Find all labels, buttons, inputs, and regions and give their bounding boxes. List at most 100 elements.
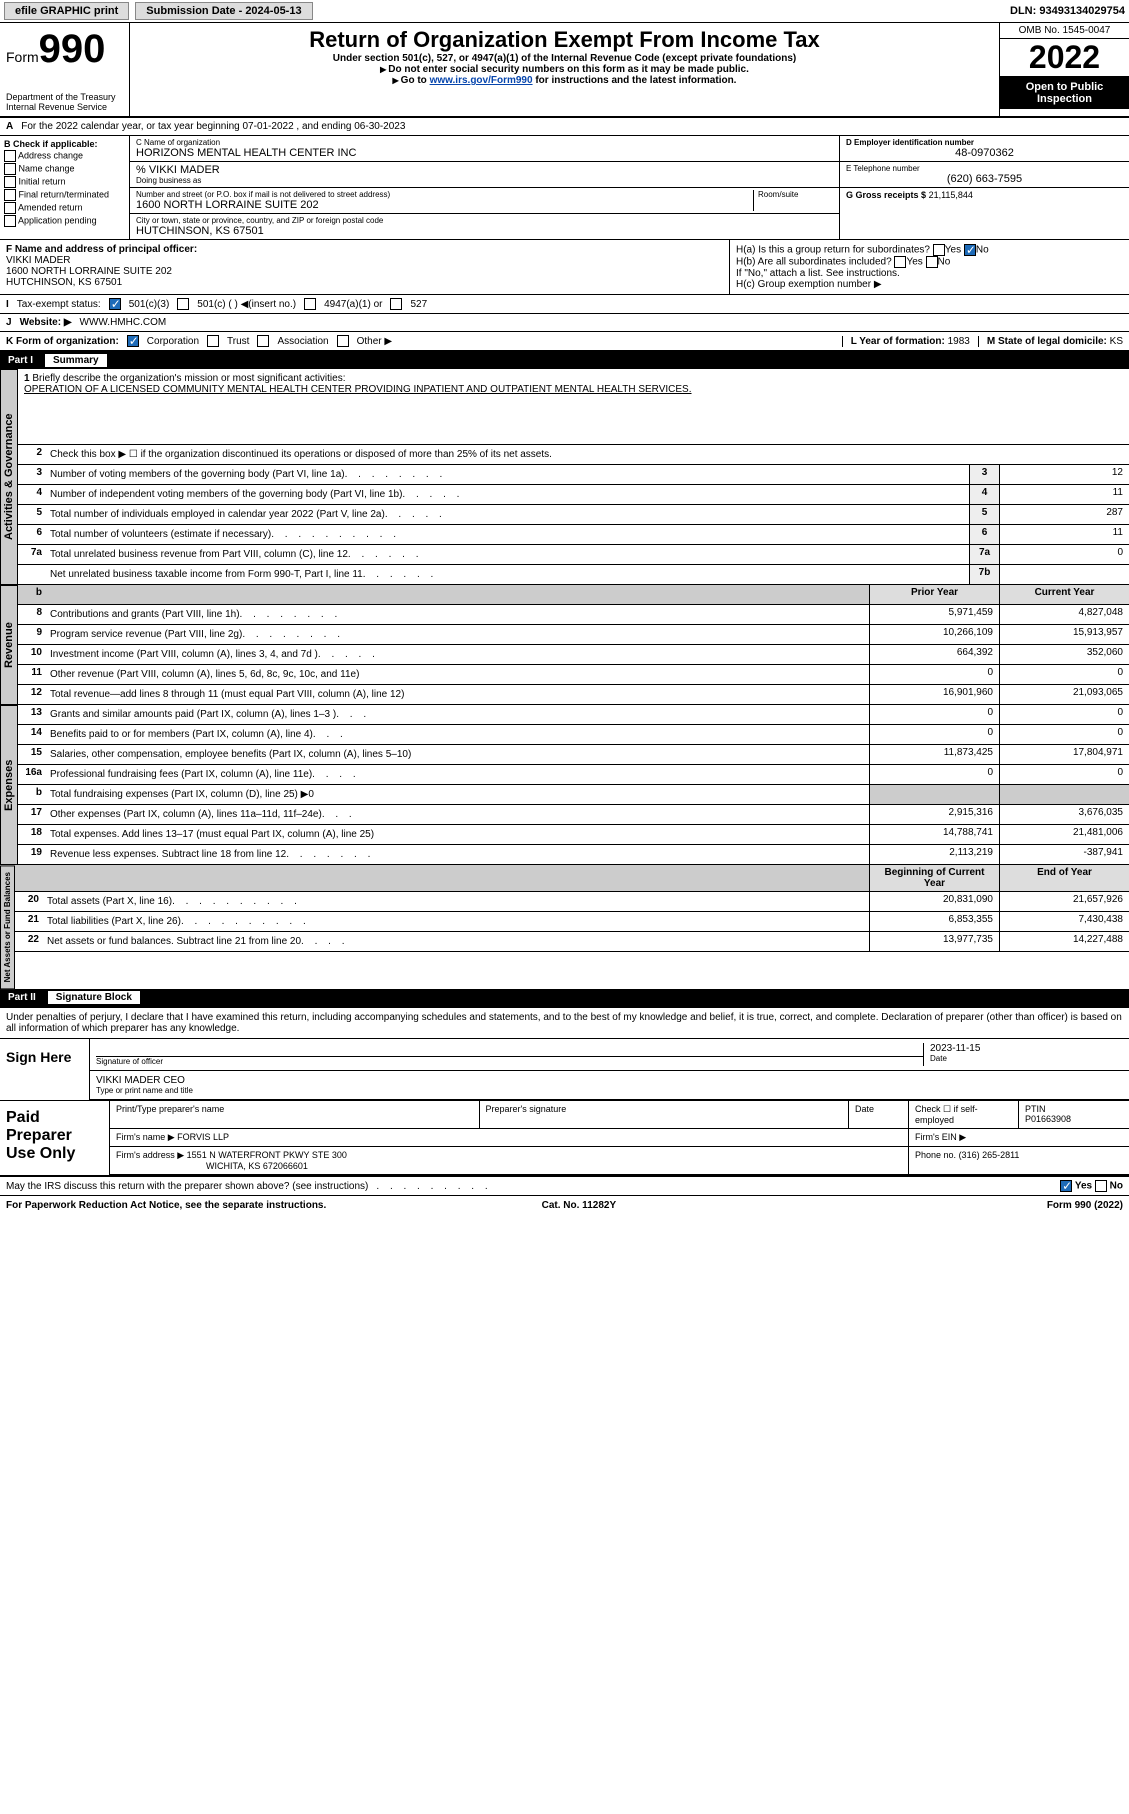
cb-other[interactable]	[337, 335, 349, 347]
line6-t: Total number of volunteers (estimate if …	[46, 525, 969, 544]
city-lbl: City or town, state or province, country…	[136, 216, 833, 225]
l17-c: 3,676,035	[999, 805, 1129, 824]
cb-trust[interactable]	[207, 335, 219, 347]
mission-blank1	[24, 398, 1123, 412]
firm-name: FORVIS LLP	[177, 1132, 229, 1142]
cb-assoc[interactable]	[257, 335, 269, 347]
l11-p: 0	[869, 665, 999, 684]
l18-c: 21,481,006	[999, 825, 1129, 844]
expenses-section: Expenses 13Grants and similar amounts pa…	[0, 705, 1129, 865]
footer: For Paperwork Reduction Act Notice, see …	[0, 1196, 1129, 1215]
l15-c: 17,804,971	[999, 745, 1129, 764]
l17-t: Other expenses (Part IX, column (A), lin…	[50, 809, 322, 820]
row-i: I Tax-exempt status: 501(c)(3) 501(c) ( …	[0, 295, 1129, 314]
cb-hb-yes[interactable]	[894, 256, 906, 268]
efile-btn[interactable]: efile GRAPHIC print	[4, 2, 129, 20]
d-lbl: D Employer identification number	[846, 138, 974, 147]
cb-discuss-no[interactable]	[1095, 1180, 1107, 1192]
l13-c: 0	[999, 705, 1129, 724]
col-b: B Check if applicable: Address change Na…	[0, 136, 130, 239]
l22-p: 13,977,735	[869, 932, 999, 951]
g-lbl: G Gross receipts $	[846, 190, 926, 200]
l21-t: Total liabilities (Part X, line 26)	[47, 916, 181, 927]
self-emp-lbl: Check ☐ if self-employed	[909, 1101, 1019, 1128]
l19-c: -387,941	[999, 845, 1129, 864]
l11-c: 0	[999, 665, 1129, 684]
mission-text: OPERATION OF A LICENSED COMMUNITY MENTAL…	[24, 384, 1123, 398]
k-opt-0: Corporation	[147, 336, 199, 347]
line-a-text: For the 2022 calendar year, or tax year …	[21, 121, 405, 132]
website: WWW.HMHC.COM	[80, 317, 167, 328]
form-header: Form990 Department of the Treasury Inter…	[0, 23, 1129, 118]
cb-discuss-yes[interactable]	[1060, 1180, 1072, 1192]
cb-527[interactable]	[390, 298, 402, 310]
part1-num: Part I	[8, 355, 33, 366]
officer-name: VIKKI MADER	[6, 255, 723, 266]
line7b-v	[999, 565, 1129, 584]
paid-lbl: Paid Preparer Use Only	[0, 1101, 110, 1175]
subtitle-1: Under section 501(c), 527, or 4947(a)(1)…	[140, 53, 989, 64]
cb-ha-no[interactable]	[964, 244, 976, 256]
b-opt-3: Final return/terminated	[19, 189, 110, 199]
cb-hb-no[interactable]	[926, 256, 938, 268]
goto-b: for instructions and the latest informat…	[533, 75, 737, 86]
tab-revenue: Revenue	[0, 585, 18, 705]
cb-pending[interactable]	[4, 215, 16, 227]
l8-p: 5,971,459	[869, 605, 999, 624]
cb-address[interactable]	[4, 150, 16, 162]
l19-t: Revenue less expenses. Subtract line 18 …	[50, 849, 286, 860]
i-lbl: Tax-exempt status:	[17, 299, 101, 310]
b-opt-4: Amended return	[18, 202, 83, 212]
l22-c: 14,227,488	[999, 932, 1129, 951]
l-lbl: L Year of formation:	[851, 336, 945, 347]
l11-t: Other revenue (Part VIII, column (A), li…	[50, 669, 359, 680]
gross-receipts: 21,115,844	[929, 190, 973, 200]
cb-ha-yes[interactable]	[933, 244, 945, 256]
mission-q: Briefly describe the organization's miss…	[32, 373, 345, 384]
begin-hdr: Beginning of Current Year	[869, 865, 999, 891]
line3-t: Number of voting members of the governin…	[46, 465, 969, 484]
org-name: HORIZONS MENTAL HEALTH CENTER INC	[136, 147, 833, 159]
officer-typed: VIKKI MADER CEO	[96, 1075, 1123, 1086]
cb-4947[interactable]	[304, 298, 316, 310]
city: HUTCHINSON, KS 67501	[136, 225, 833, 237]
cb-corp[interactable]	[127, 335, 139, 347]
hb-lbl: H(b) Are all subordinates included?	[736, 257, 892, 268]
l8-c: 4,827,048	[999, 605, 1129, 624]
irs-link[interactable]: www.irs.gov/Form990	[430, 75, 533, 86]
form-number: 990	[39, 27, 106, 71]
title: Return of Organization Exempt From Incom…	[140, 27, 989, 53]
no-2: No	[938, 257, 951, 268]
line4-t: Number of independent voting members of …	[46, 485, 969, 504]
cb-amended[interactable]	[4, 202, 16, 214]
l18-p: 14,788,741	[869, 825, 999, 844]
paid-preparer: Paid Preparer Use Only Print/Type prepar…	[0, 1101, 1129, 1177]
l12-p: 16,901,960	[869, 685, 999, 704]
cb-final[interactable]	[4, 189, 16, 201]
firm-phone-lbl: Phone no.	[915, 1150, 956, 1160]
no-1: No	[976, 245, 989, 256]
sig-date: 2023-11-15	[930, 1043, 1123, 1054]
line-a: A For the 2022 calendar year, or tax yea…	[0, 118, 1129, 136]
submission-btn[interactable]: Submission Date - 2024-05-13	[135, 2, 312, 20]
dln: DLN: 93493134029754	[1010, 5, 1125, 17]
line4-v: 11	[999, 485, 1129, 504]
yes-1: Yes	[945, 245, 961, 256]
cb-501c[interactable]	[177, 298, 189, 310]
i-opt-1: 501(c) ( ) ◀(insert no.)	[197, 299, 296, 310]
firm-phone: (316) 265-2811	[959, 1150, 1020, 1160]
l15-p: 11,873,425	[869, 745, 999, 764]
addr-lbl: Number and street (or P.O. box if mail i…	[136, 190, 753, 199]
row-j: J Website: ▶ WWW.HMHC.COM	[0, 314, 1129, 332]
mission-blank2	[24, 412, 1123, 426]
arrow-icon	[393, 75, 401, 86]
part1-title: Summary	[45, 354, 107, 367]
line3-v: 12	[999, 465, 1129, 484]
l13-t: Grants and similar amounts paid (Part IX…	[50, 709, 336, 720]
cat-no: Cat. No. 11282Y	[542, 1200, 616, 1211]
section-bcde: B Check if applicable: Address change Na…	[0, 136, 1129, 240]
cb-initial[interactable]	[4, 176, 16, 188]
l14-p: 0	[869, 725, 999, 744]
cb-name[interactable]	[4, 163, 16, 175]
cb-501c3[interactable]	[109, 298, 121, 310]
